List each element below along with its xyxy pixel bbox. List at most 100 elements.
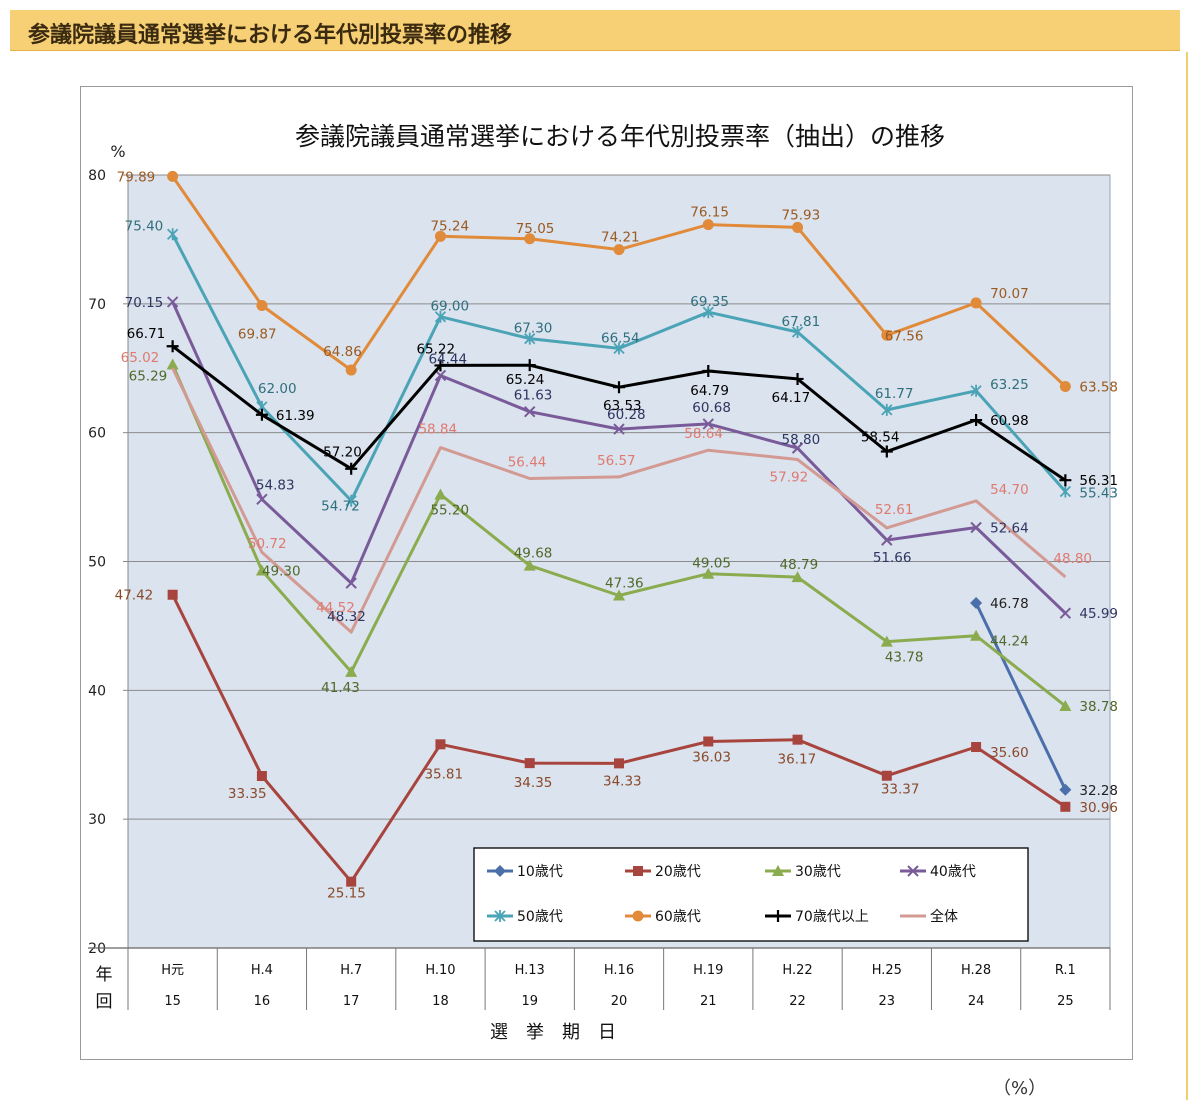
data-label: 36.17 — [778, 752, 817, 768]
data-point-marker — [166, 296, 179, 308]
x-tick-label-year: H.28 — [961, 963, 991, 978]
data-label: 57.20 — [323, 445, 362, 461]
data-label: 64.44 — [428, 351, 467, 367]
legend-item: 30歳代 — [765, 864, 841, 880]
data-label: 36.03 — [692, 749, 731, 765]
data-label: 46.78 — [990, 596, 1029, 612]
data-label: 74.21 — [601, 230, 640, 246]
data-label: 58.84 — [418, 422, 457, 438]
data-point-marker — [791, 442, 804, 454]
data-point-marker — [971, 742, 982, 753]
data-label: 61.63 — [514, 388, 553, 404]
data-point-marker — [524, 758, 535, 769]
data-label: 65.29 — [129, 369, 168, 385]
data-point-marker — [435, 739, 446, 750]
data-label: 58.54 — [861, 429, 900, 445]
data-point-marker — [166, 358, 179, 370]
x-tick-label-round: 16 — [254, 994, 271, 1009]
unit-note: （%） — [993, 1078, 1047, 1099]
data-label: 45.99 — [1079, 606, 1118, 622]
data-label: 60.98 — [990, 413, 1029, 429]
data-point-marker — [702, 364, 715, 377]
legend-item: 20歳代 — [625, 864, 701, 880]
y-tick-label: 40 — [88, 683, 106, 699]
legend-item: 50歳代 — [487, 909, 563, 925]
banner-title: 参議院議員通常選挙における年代別投票率の推移 — [28, 23, 513, 48]
series-全体 — [171, 367, 1067, 634]
data-label: 60.28 — [607, 407, 646, 423]
series-30歳代 — [166, 358, 1072, 712]
data-label: 65.02 — [121, 350, 160, 366]
data-point-marker — [970, 297, 982, 309]
data-point-marker — [256, 771, 267, 782]
data-label: 65.22 — [416, 341, 455, 357]
data-label: 58.80 — [782, 432, 821, 448]
data-label: 41.43 — [321, 680, 360, 696]
data-point-marker — [792, 734, 803, 745]
data-label: 64.79 — [690, 383, 729, 399]
data-label: 63.25 — [990, 377, 1029, 393]
data-point-marker — [524, 233, 536, 245]
x-tick-label-year: H.22 — [782, 963, 812, 978]
x-tick-label-round: 17 — [343, 994, 360, 1009]
x-tick-label-year: H.7 — [340, 963, 362, 978]
data-point-marker — [1059, 474, 1072, 487]
data-point-marker — [613, 589, 625, 601]
data-label: 44.52 — [316, 600, 355, 616]
data-point-marker — [523, 359, 536, 372]
data-point-marker — [167, 589, 178, 600]
x-tick-label-round: 24 — [968, 994, 985, 1009]
data-labels: 46.78 32.28 47.42 33.35 25.15 35.81 34.35 34.33… — [115, 169, 1118, 901]
data-label: 35.81 — [424, 766, 463, 782]
data-point-marker — [434, 359, 447, 372]
data-point-marker — [970, 629, 983, 641]
data-label: 44.24 — [990, 634, 1029, 650]
series-20歳代 — [167, 589, 1071, 887]
data-label: 38.78 — [1079, 699, 1118, 715]
data-label: 67.56 — [885, 328, 924, 344]
legend-swatch-marker — [494, 910, 506, 922]
legend-item: 40歳代 — [900, 864, 976, 880]
data-point-marker — [434, 310, 447, 323]
data-label: 55.20 — [430, 503, 469, 519]
data-point-marker — [791, 326, 804, 339]
data-point-marker — [613, 244, 625, 256]
x-axis-title: 選 挙 期 日 — [490, 1022, 616, 1043]
data-point-marker — [1059, 607, 1072, 619]
grid-lines — [128, 174, 1110, 820]
data-label: 54.70 — [990, 482, 1029, 498]
data-label: 48.32 — [327, 609, 366, 625]
legend-item: 全体 — [900, 908, 958, 925]
series-line — [171, 367, 1067, 634]
legend-item: 10歳代 — [487, 864, 563, 880]
legend-label: 70歳代以上 — [795, 909, 869, 925]
x-tick-label-year: H.4 — [251, 963, 273, 978]
data-label: 76.15 — [690, 205, 729, 221]
y-tick-label: 50 — [88, 555, 106, 571]
legend-swatch-marker — [907, 865, 919, 877]
data-point-marker — [1059, 485, 1071, 498]
data-label: 58.64 — [684, 426, 723, 442]
x-tick-label-year: H元 — [161, 963, 184, 978]
data-point-marker — [791, 372, 804, 385]
chart-title: 参議院議員通常選挙における年代別投票率（抽出）の推移 — [295, 122, 945, 151]
data-point-marker — [702, 418, 714, 430]
data-point-marker — [524, 405, 536, 418]
series-10歳代 — [970, 596, 1072, 796]
data-label: 66.54 — [601, 330, 640, 346]
data-label: 61.77 — [875, 386, 914, 402]
data-point-marker — [346, 876, 357, 887]
data-label: 57.92 — [770, 469, 809, 485]
y-axis-label: % — [110, 142, 125, 161]
x-tick-label-round: 18 — [432, 994, 449, 1009]
x-tick-label-year: H.19 — [693, 963, 723, 978]
data-point-marker — [970, 414, 983, 427]
data-point-marker — [613, 342, 625, 355]
legend-item: 60歳代 — [625, 909, 701, 925]
data-point-marker — [881, 770, 892, 781]
data-point-marker — [702, 306, 714, 319]
data-label: 51.66 — [873, 550, 912, 566]
x-tick-label-year: H.10 — [425, 963, 455, 978]
data-label: 43.78 — [885, 650, 924, 666]
series-60歳代 — [167, 170, 1071, 393]
